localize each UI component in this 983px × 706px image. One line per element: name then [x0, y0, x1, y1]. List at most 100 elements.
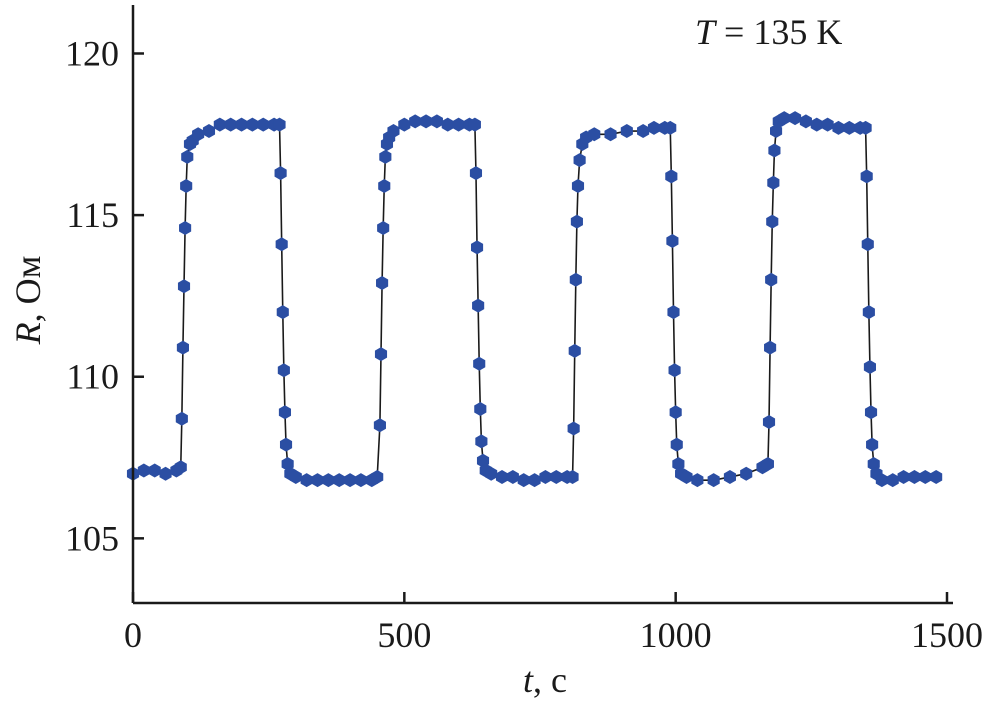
data-point — [344, 473, 357, 488]
data-point — [528, 473, 541, 488]
y-tick-label: 120 — [65, 33, 119, 73]
data-point — [539, 469, 552, 484]
data-point — [707, 473, 720, 488]
data-point — [276, 305, 289, 320]
data-point — [550, 469, 563, 484]
data-point — [768, 143, 781, 158]
data-point — [604, 127, 617, 142]
data-point — [311, 473, 324, 488]
data-point — [333, 473, 346, 488]
data-point — [177, 279, 191, 294]
data-point — [517, 473, 530, 488]
data-point — [275, 237, 288, 252]
data-point — [863, 360, 876, 375]
data-point — [664, 120, 677, 135]
data-point — [860, 169, 873, 184]
data-point — [148, 463, 161, 478]
data-point — [181, 149, 194, 164]
data-point — [373, 418, 386, 433]
data-point — [930, 469, 943, 484]
data-point — [475, 434, 488, 449]
data-point — [665, 169, 678, 184]
data-point — [680, 469, 693, 484]
data-point — [668, 363, 681, 378]
data-point — [430, 114, 443, 129]
data-point — [861, 237, 874, 252]
data-point — [175, 411, 188, 426]
data-point — [274, 166, 287, 181]
data-point — [897, 469, 910, 484]
data-point — [666, 233, 679, 248]
data-point — [832, 120, 845, 135]
data-point — [379, 149, 392, 164]
data-point — [588, 127, 601, 142]
data-point — [246, 117, 259, 132]
data-point — [300, 473, 313, 488]
data-point — [637, 124, 650, 139]
data-point — [495, 469, 509, 484]
plot-series-layer — [126, 111, 943, 488]
data-point — [179, 221, 192, 236]
data-point — [174, 460, 187, 475]
data-point — [289, 469, 302, 484]
data-point — [376, 275, 389, 290]
data-point — [570, 214, 583, 229]
data-point — [470, 240, 484, 255]
y-tick-label: 105 — [65, 518, 119, 558]
data-point — [224, 117, 237, 132]
data-point — [875, 473, 888, 488]
data-point — [469, 166, 483, 181]
data-point — [192, 127, 205, 142]
x-tick-label: 1500 — [911, 615, 983, 655]
data-point — [506, 469, 519, 484]
data-point — [374, 347, 388, 362]
data-point — [919, 469, 932, 484]
data-point — [371, 469, 384, 484]
data-point — [886, 473, 899, 488]
y-tick-label: 115 — [66, 195, 119, 235]
data-point — [821, 117, 834, 132]
y-tick-label: 110 — [66, 357, 119, 397]
data-point — [473, 356, 486, 371]
data-point — [452, 117, 465, 132]
data-point — [387, 124, 400, 139]
data-point — [767, 175, 780, 190]
x-tick-label: 0 — [124, 615, 142, 655]
data-point — [667, 305, 680, 320]
x-tick-label: 1000 — [640, 615, 712, 655]
data-point — [277, 363, 290, 378]
data-point — [573, 153, 586, 168]
data-point — [669, 405, 682, 420]
data-point — [691, 473, 704, 488]
data-point — [567, 421, 580, 436]
data-point — [278, 405, 292, 420]
data-point — [859, 120, 872, 135]
data-point — [765, 272, 778, 287]
data-point — [137, 463, 150, 478]
t-annotation: T = 135 K — [695, 12, 842, 52]
data-point — [810, 117, 823, 132]
data-point — [862, 305, 875, 320]
data-point — [723, 469, 736, 484]
data-point — [322, 473, 335, 488]
ticks-layer: 0 500 1000 1500 105 110 115 120 — [65, 33, 983, 655]
data-point — [409, 114, 422, 129]
data-point — [908, 469, 921, 484]
data-point — [398, 117, 411, 132]
data-point — [419, 114, 433, 129]
data-point — [620, 124, 633, 139]
data-point — [159, 466, 172, 481]
data-point — [279, 437, 293, 452]
data-point — [202, 124, 216, 139]
data-point — [647, 120, 661, 135]
data-point — [213, 117, 226, 132]
data-point — [235, 117, 248, 132]
data-point — [864, 405, 878, 420]
data-point — [764, 340, 777, 355]
data-point — [778, 111, 791, 126]
data-point — [866, 437, 879, 452]
data-point — [354, 473, 367, 488]
data-point — [468, 117, 481, 132]
data-point — [472, 298, 485, 313]
